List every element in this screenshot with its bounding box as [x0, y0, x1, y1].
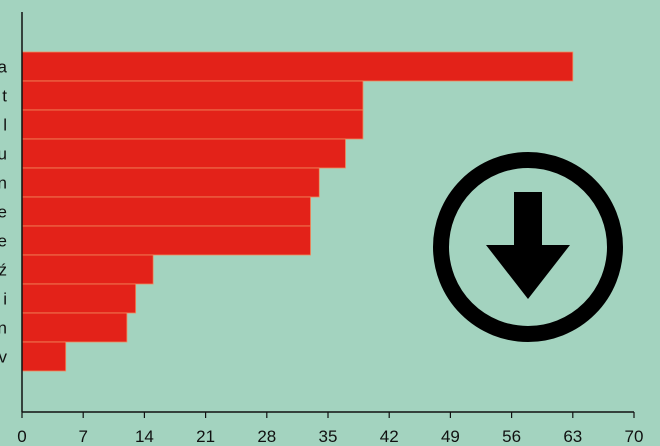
x-axis-ticks: 0 7 14 21 28 35 42 49 56 63 70	[17, 412, 643, 446]
x-tick-label: 70	[625, 427, 644, 446]
x-tick-label: 63	[563, 427, 582, 446]
x-tick-label: 35	[319, 427, 338, 446]
x-tick-label: 28	[257, 427, 276, 446]
x-tick-label: 49	[441, 427, 460, 446]
bar-group	[21, 51, 574, 372]
x-tick-label: 14	[135, 427, 154, 446]
bar	[21, 109, 364, 140]
category-label: u	[0, 145, 7, 164]
bar	[21, 254, 154, 285]
category-label: v	[0, 348, 8, 367]
category-label: t	[2, 87, 7, 106]
x-tick-label: 42	[380, 427, 399, 446]
category-label: e	[0, 203, 7, 222]
x-tick-label: 56	[502, 427, 521, 446]
bar	[21, 196, 311, 227]
category-label: n	[0, 319, 7, 338]
x-tick-label: 7	[78, 427, 87, 446]
bar	[21, 167, 320, 198]
bar	[21, 341, 67, 372]
category-label: ź	[0, 261, 7, 280]
bar	[21, 312, 128, 343]
category-label: n	[0, 174, 7, 193]
bar	[21, 51, 574, 82]
bar	[21, 225, 311, 256]
download-icon-arrow	[486, 192, 570, 299]
category-label: i	[3, 290, 7, 309]
category-label: e	[0, 232, 7, 251]
category-label: l	[3, 116, 7, 135]
bar	[21, 138, 346, 169]
bar	[21, 80, 364, 111]
x-tick-label: 21	[196, 427, 215, 446]
download-icon[interactable]	[428, 147, 628, 347]
bar	[21, 283, 137, 314]
x-tick-label: 0	[17, 427, 26, 446]
download-icon-ring	[433, 152, 623, 342]
category-label: a	[0, 58, 8, 77]
